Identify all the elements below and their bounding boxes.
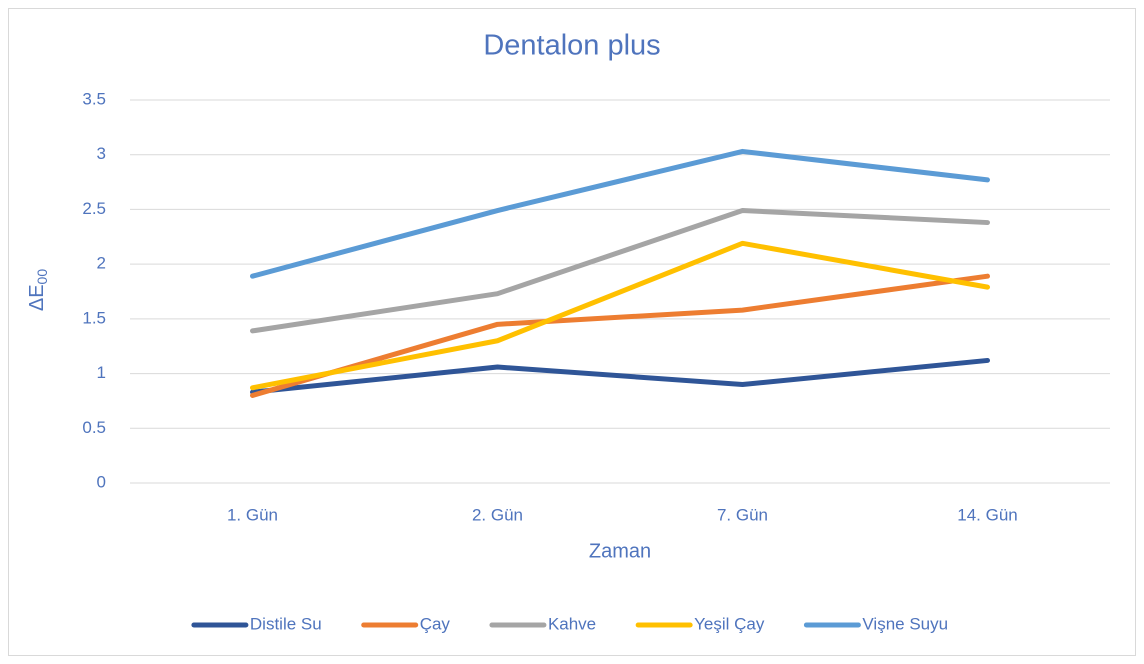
y-tick-label: 0.5 [82,418,106,437]
x-tick-label: 2. Gün [472,505,523,524]
series-line [250,357,990,395]
series-line [250,240,990,391]
legend-label: Çay [420,614,451,633]
y-tick-label: 2.5 [82,199,106,218]
y-tick-label: 2 [97,254,106,273]
y-tick-label: 1.5 [82,308,106,327]
y-tick-label: 1 [97,363,106,382]
series-line [250,208,990,334]
x-tick-label: 1. Gün [227,505,278,524]
y-axis-label: ΔE00 [26,269,49,311]
y-axis-label-main: ΔE [26,284,48,311]
series-line [250,273,990,398]
chart-frame [8,8,1136,656]
y-tick-label: 0 [97,472,106,491]
y-tick-label: 3.5 [82,89,106,108]
legend-label: Distile Su [250,614,322,633]
y-axis-label-sub: 00 [34,269,50,285]
x-tick-label: 14. Gün [957,505,1018,524]
chart-title: Dentalon plus [483,30,660,62]
y-tick-label: 3 [97,144,106,163]
legend-label: Vişne Suyu [862,614,948,633]
series-line [250,148,990,279]
legend-label: Kahve [548,614,596,633]
x-axis-label: Zaman [589,540,651,562]
x-tick-label: 7. Gün [717,505,768,524]
legend-label: Yeşil Çay [694,614,765,633]
